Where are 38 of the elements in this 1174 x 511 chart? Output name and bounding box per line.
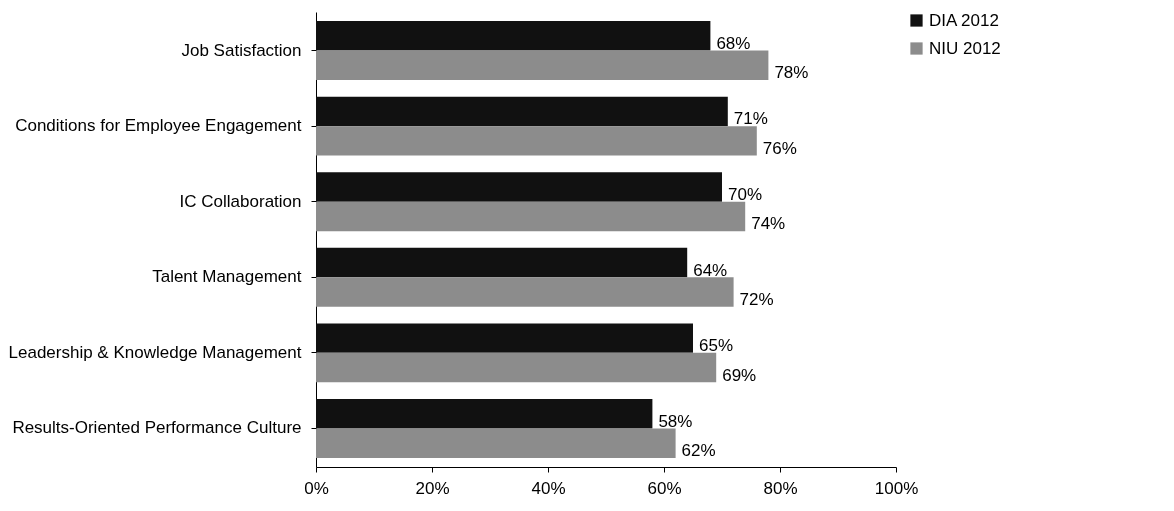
data-label: 65%: [699, 336, 734, 356]
legend-label: DIA 2012: [929, 10, 999, 30]
y-tick-label: Results-Oriented Performance Culture: [12, 418, 302, 438]
data-label: 69%: [722, 365, 757, 385]
data-label: 71%: [733, 109, 768, 129]
y-tick-label: IC Collaboration: [179, 191, 302, 211]
data-label: 64%: [693, 260, 728, 280]
bar: [316, 323, 693, 353]
data-label: 74%: [751, 214, 786, 234]
x-tick-label: 80%: [763, 478, 798, 498]
bar: [316, 126, 757, 156]
bar: [316, 247, 688, 278]
x-tick-label: 0%: [304, 478, 329, 498]
bar: [316, 201, 746, 232]
bar: [316, 96, 728, 127]
data-label: 78%: [774, 63, 809, 83]
y-tick-label: Talent Management: [152, 267, 302, 287]
y-tick-label: Conditions for Employee Engagement: [15, 116, 302, 136]
x-tick-label: 20%: [415, 478, 450, 498]
bar: [316, 172, 722, 202]
y-tick-label: Leadership & Knowledge Management: [8, 342, 302, 362]
bar: [316, 277, 734, 307]
bar: [316, 352, 717, 383]
x-tick-label: 100%: [874, 478, 919, 498]
bar: [316, 21, 711, 51]
bar: [316, 428, 676, 458]
x-tick-label: 40%: [531, 478, 566, 498]
data-label: 70%: [728, 184, 763, 204]
x-tick-label: 60%: [647, 478, 682, 498]
data-label: 58%: [658, 411, 693, 431]
data-label: 68%: [716, 33, 751, 53]
bar: [316, 398, 653, 429]
data-label: 72%: [739, 290, 774, 310]
legend-label: NIU 2012: [929, 38, 1001, 58]
y-tick-label: Job Satisfaction: [181, 40, 302, 60]
bar: [316, 50, 769, 81]
data-label: 76%: [762, 138, 797, 158]
data-label: 62%: [681, 441, 716, 461]
